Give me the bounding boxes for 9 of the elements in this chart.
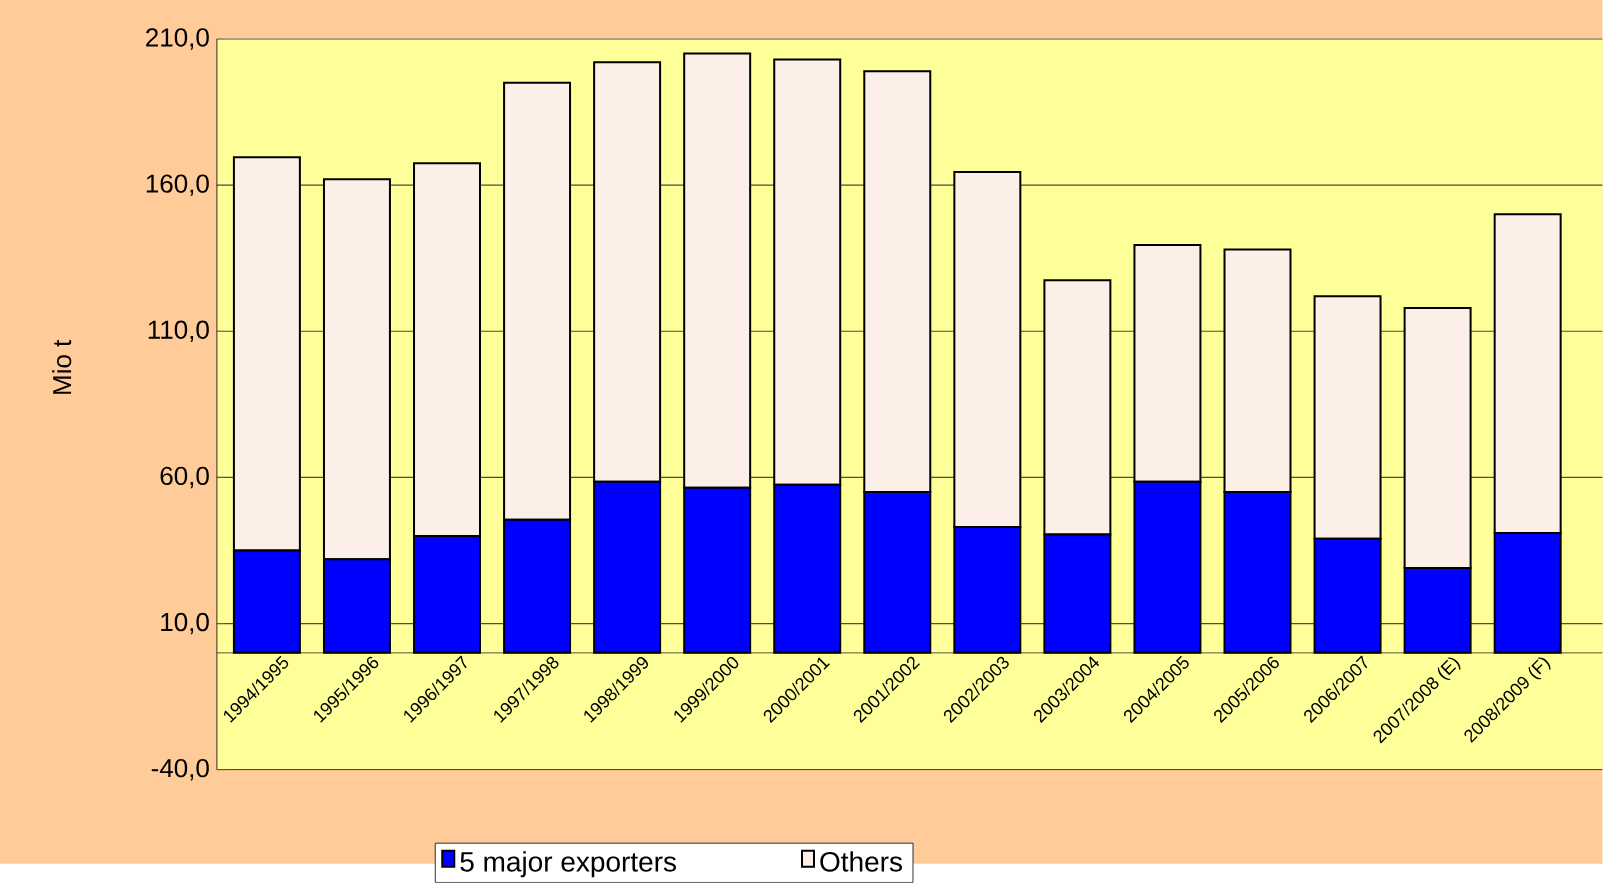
y-tick-label: 10,0 [161, 612, 209, 635]
y-tick-label: -40,0 [151, 759, 209, 781]
y-tick-label: 160,0 [146, 174, 209, 196]
legend-label: Others [820, 851, 902, 872]
y-tick-label: 60,0 [160, 466, 209, 489]
y-tick-label: 110,0 [148, 320, 209, 343]
y-axis-title: Mio t [52, 339, 72, 394]
y-tick-label: 210,0 [146, 28, 209, 50]
legend-label: 5 major exporters [460, 851, 676, 878]
